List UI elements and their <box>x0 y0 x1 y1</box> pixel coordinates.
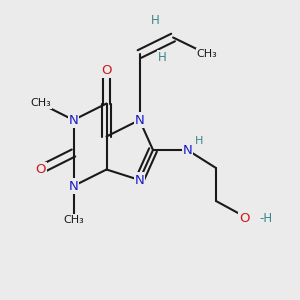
Text: H: H <box>151 14 160 28</box>
Text: CH₃: CH₃ <box>196 49 218 59</box>
Text: H: H <box>195 136 203 146</box>
Text: H: H <box>158 50 166 64</box>
Text: -H: -H <box>259 212 272 226</box>
Text: O: O <box>101 64 112 77</box>
Text: N: N <box>69 113 78 127</box>
Text: CH₃: CH₃ <box>63 214 84 225</box>
Text: O: O <box>35 163 46 176</box>
Text: N: N <box>135 113 144 127</box>
Text: N: N <box>135 173 144 187</box>
Text: N: N <box>69 179 78 193</box>
Text: CH₃: CH₃ <box>30 98 51 109</box>
Text: O: O <box>239 212 250 226</box>
Text: N: N <box>183 143 192 157</box>
